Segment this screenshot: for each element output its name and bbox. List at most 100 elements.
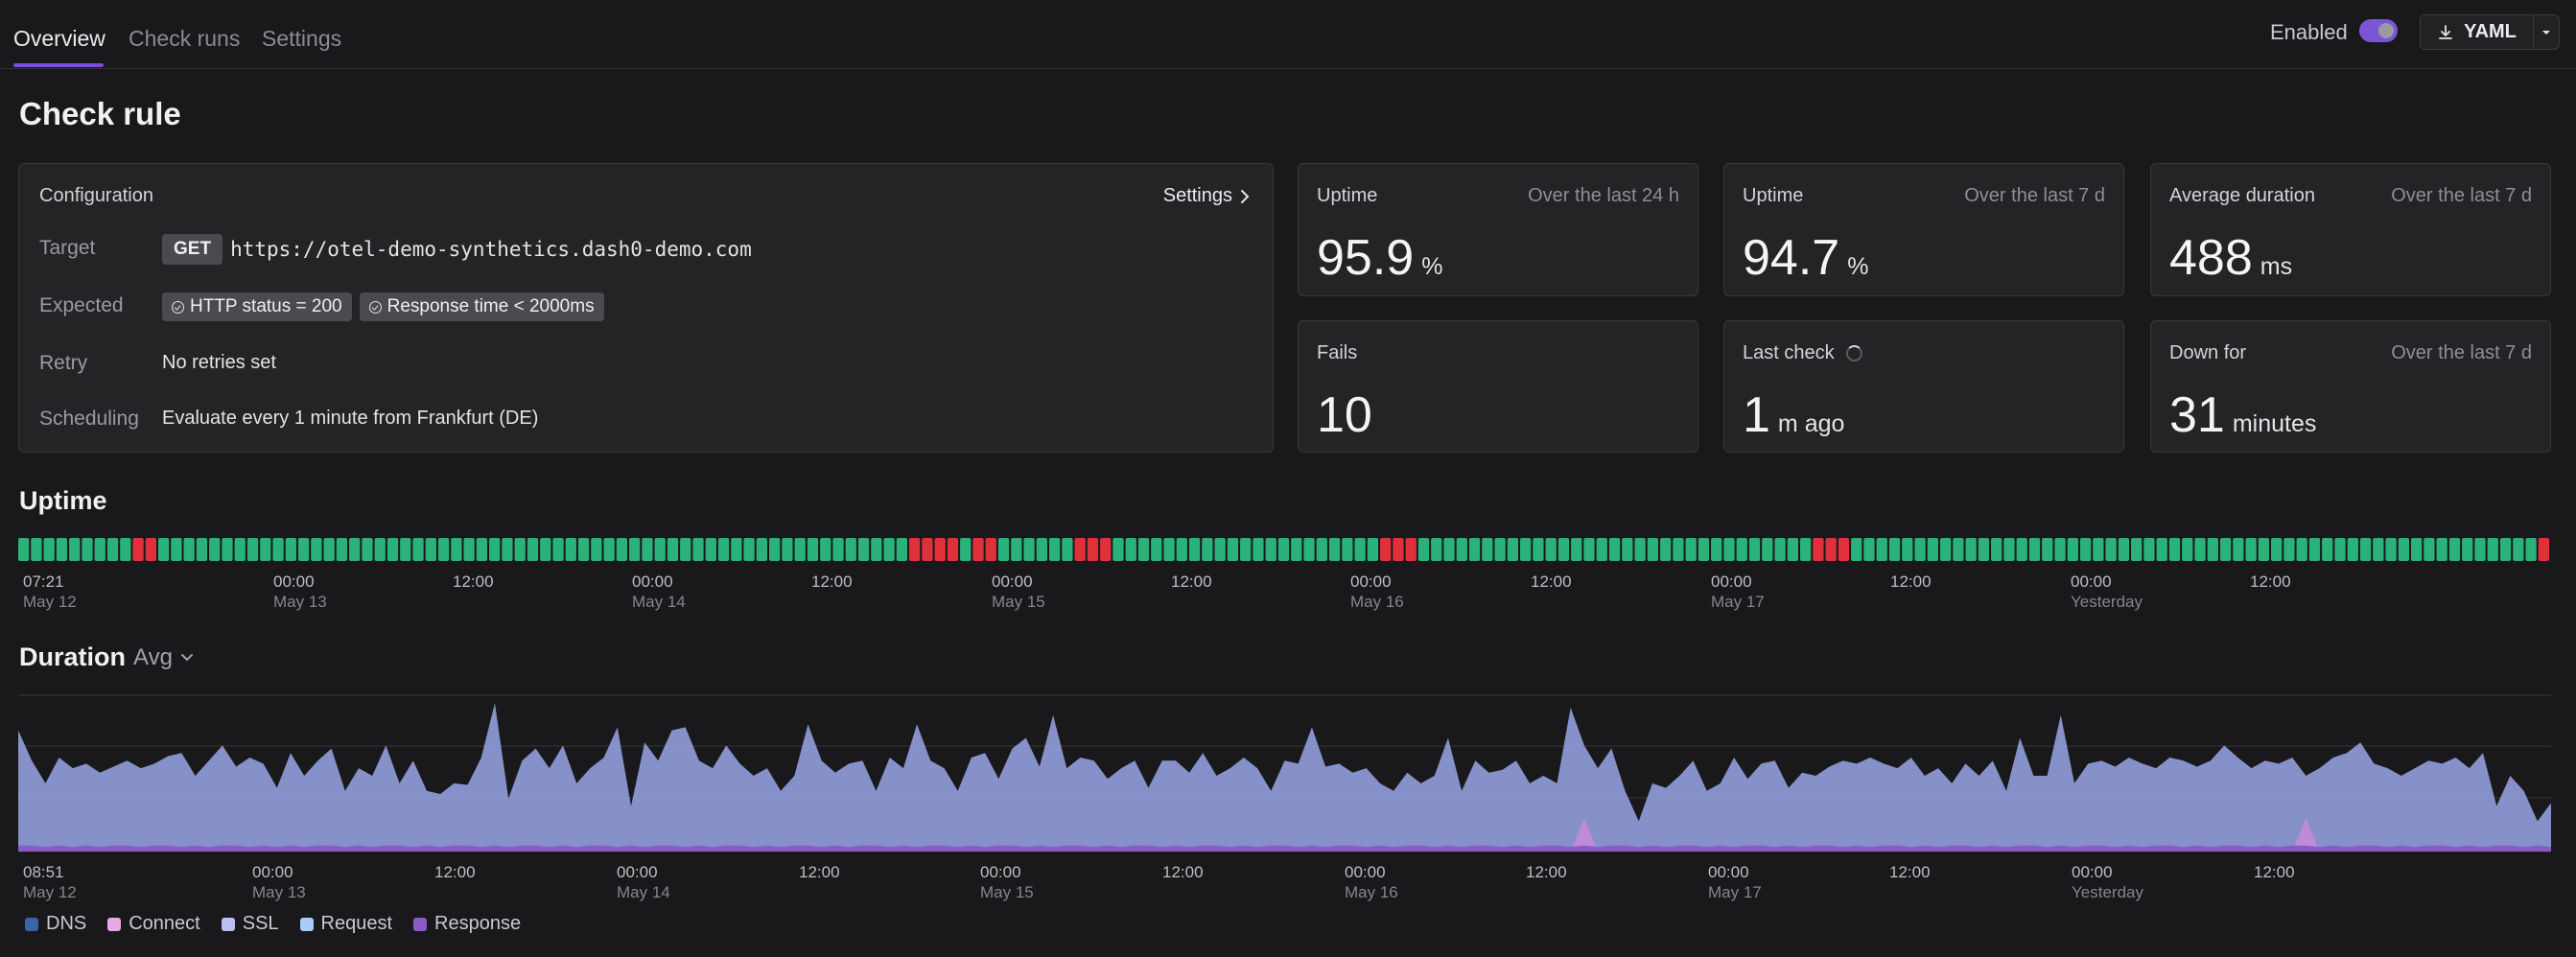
uptime-bar-up[interactable] [1277,538,1290,561]
uptime-bar-up[interactable] [234,538,246,561]
uptime-bar-up[interactable] [1227,538,1239,561]
tab-check-runs[interactable]: Check runs [129,26,241,51]
uptime-bar-down[interactable] [985,538,996,561]
uptime-bar-up[interactable] [222,538,233,561]
uptime-bar-up[interactable] [157,538,170,561]
uptime-bar-up[interactable] [1417,538,1430,561]
uptime-bar-up[interactable] [1583,538,1595,561]
request-series-area[interactable] [18,703,2551,852]
uptime-bar-up[interactable] [577,538,590,561]
aggregation-select[interactable]: Avg [133,644,194,671]
uptime-bar-up[interactable] [769,538,781,561]
uptime-bar-up[interactable] [642,538,653,561]
legend-item-dns[interactable]: DNS [25,913,86,935]
uptime-bar-up[interactable] [1303,538,1315,561]
uptime-bar-up[interactable] [285,538,296,561]
uptime-bar-up[interactable] [2462,538,2473,561]
uptime-bar-up[interactable] [489,538,501,561]
uptime-bar-up[interactable] [1265,538,1276,561]
uptime-bar-up[interactable] [1507,538,1519,561]
uptime-bar-up[interactable] [1112,538,1124,561]
legend-item-request[interactable]: Request [299,913,392,935]
uptime-bar-up[interactable] [1927,538,1938,561]
uptime-bar-up[interactable] [1023,538,1035,561]
uptime-bar-up[interactable] [412,538,424,561]
uptime-bar-up[interactable] [2118,538,2130,561]
uptime-bar-up[interactable] [2233,538,2244,561]
uptime-bar-up[interactable] [386,538,399,561]
uptime-bar-up[interactable] [272,538,284,561]
uptime-bar-up[interactable] [2016,538,2027,561]
uptime-bar-up[interactable] [2308,538,2321,561]
uptime-bar-up[interactable] [1888,538,1901,561]
uptime-bar-up[interactable] [1291,538,1302,561]
yaml-dropdown-button[interactable] [2533,15,2559,49]
uptime-bar-up[interactable] [2347,538,2358,561]
uptime-bar-up[interactable] [2028,538,2041,561]
uptime-bar-up[interactable] [1557,538,1570,561]
uptime-bar-up[interactable] [1456,538,1467,561]
uptime-bar-up[interactable] [1762,538,1773,561]
uptime-bar-up[interactable] [616,538,628,561]
uptime-bar-up[interactable] [680,538,691,561]
uptime-bar-up[interactable] [1660,538,1672,561]
uptime-bar-up[interactable] [18,538,30,561]
uptime-bar-up[interactable] [603,538,615,561]
uptime-bar-up[interactable] [1851,538,1862,561]
uptime-bar-down[interactable] [1838,538,1850,561]
uptime-bar-up[interactable] [2525,538,2537,561]
uptime-bar-up[interactable] [1443,538,1455,561]
legend-item-response[interactable]: Response [413,913,521,935]
uptime-bar-up[interactable] [1137,538,1150,561]
uptime-bar-up[interactable] [857,538,870,561]
uptime-bar-up[interactable] [56,538,68,561]
uptime-bar-up[interactable] [2207,538,2218,561]
uptime-bar-up[interactable] [1367,538,1379,561]
uptime-bar-up[interactable] [1533,538,1544,561]
uptime-bar-down[interactable] [1393,538,1404,561]
uptime-bar-up[interactable] [2156,538,2167,561]
uptime-bar-down[interactable] [1074,538,1086,561]
uptime-bar-up[interactable] [106,538,119,561]
tab-settings[interactable]: Settings [262,26,342,51]
uptime-bar-up[interactable] [2143,538,2155,561]
uptime-bar-up[interactable] [1647,538,1658,561]
uptime-bar-up[interactable] [311,538,322,561]
uptime-bar-up[interactable] [400,538,411,561]
uptime-bar-up[interactable] [2271,538,2283,561]
uptime-bar-up[interactable] [794,538,806,561]
uptime-bar-up[interactable] [527,538,539,561]
uptime-bar-up[interactable] [362,538,373,561]
uptime-bar-up[interactable] [705,538,716,561]
uptime-bar-up[interactable] [654,538,666,561]
uptime-bar-down[interactable] [1100,538,1112,561]
uptime-bar-up[interactable] [2373,538,2384,561]
enabled-toggle[interactable] [2359,19,2398,42]
uptime-bar-up[interactable] [1431,538,1442,561]
uptime-bar-up[interactable] [437,538,450,561]
uptime-bar-up[interactable] [540,538,551,561]
uptime-bar-down[interactable] [972,538,984,561]
uptime-bar-up[interactable] [845,538,856,561]
uptime-bar-up[interactable] [2513,538,2524,561]
uptime-bar-up[interactable] [692,538,704,561]
uptime-bar-up[interactable] [1902,538,1913,561]
uptime-bar-down[interactable] [1825,538,1837,561]
uptime-bar-up[interactable] [2359,538,2372,561]
uptime-bar-up[interactable] [591,538,602,561]
uptime-bar-up[interactable] [1634,538,1646,561]
uptime-bar-up[interactable] [1863,538,1875,561]
uptime-bar-up[interactable] [69,538,81,561]
uptime-bar-up[interactable] [1482,538,1493,561]
uptime-bar-up[interactable] [820,538,831,561]
uptime-bar-up[interactable] [1965,538,1977,561]
uptime-bar-up[interactable] [2499,538,2512,561]
uptime-bar-up[interactable] [1151,538,1162,561]
uptime-bar-up[interactable] [476,538,488,561]
uptime-bar-up[interactable] [94,538,105,561]
uptime-bar-up[interactable] [2436,538,2447,561]
uptime-bar-up[interactable] [2219,538,2232,561]
uptime-bar-up[interactable] [1736,538,1747,561]
uptime-bar-up[interactable] [2245,538,2257,561]
uptime-bar-down[interactable] [132,538,144,561]
